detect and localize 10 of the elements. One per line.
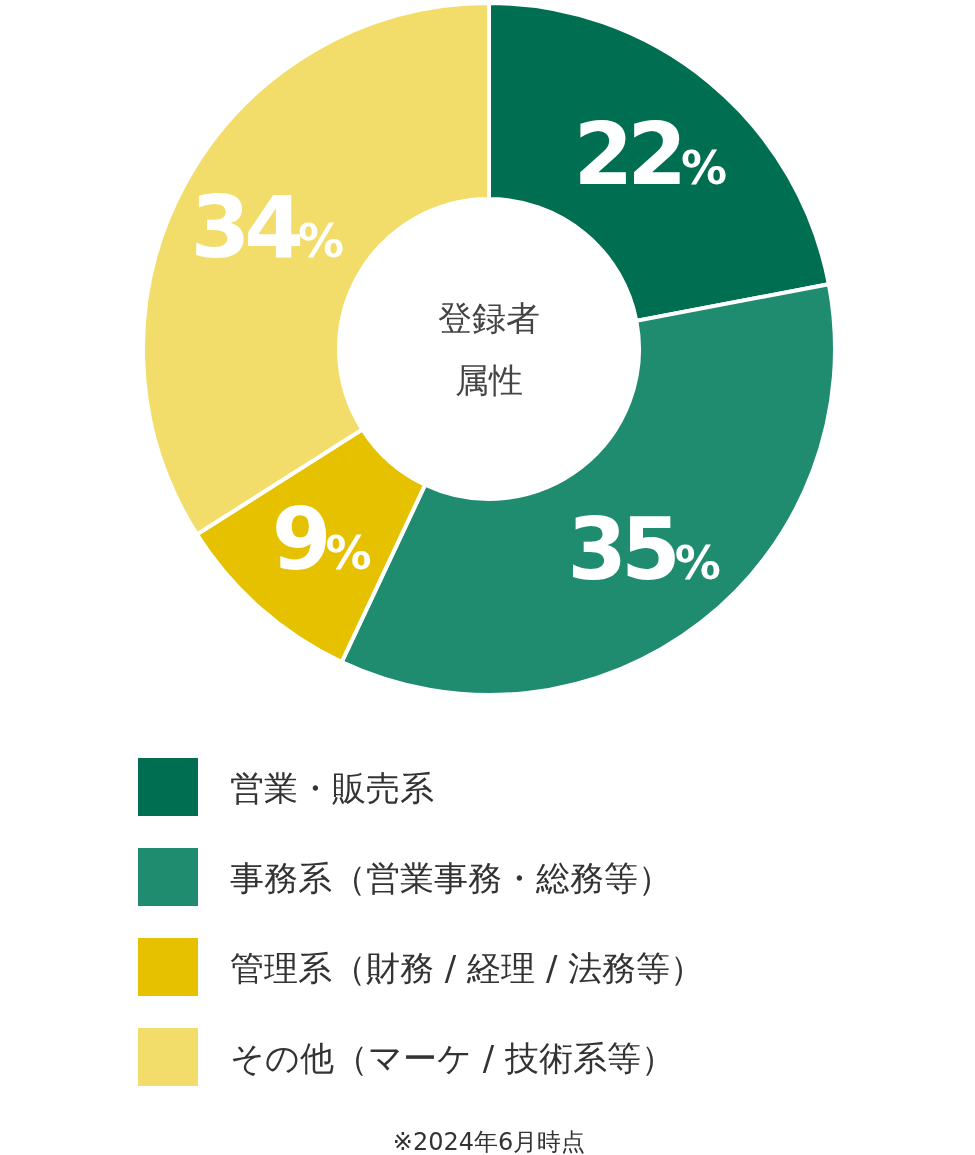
legend-label: その他（マーケ / 技術系等） bbox=[230, 1038, 676, 1078]
legend-label: 事務系（営業事務・総務等） bbox=[230, 858, 672, 898]
legend-label: 営業・販売系 bbox=[230, 768, 434, 808]
text: 登録者属性 bbox=[438, 298, 540, 400]
data-label: 22% bbox=[573, 104, 728, 205]
data-label: 34% bbox=[190, 177, 345, 278]
data-label: 35% bbox=[567, 498, 721, 599]
data-label: 9% bbox=[271, 488, 372, 589]
text: ※2024年6月時点 bbox=[392, 1128, 586, 1155]
legend-label: 管理系（財務 / 経理 / 法務等） bbox=[230, 948, 705, 988]
